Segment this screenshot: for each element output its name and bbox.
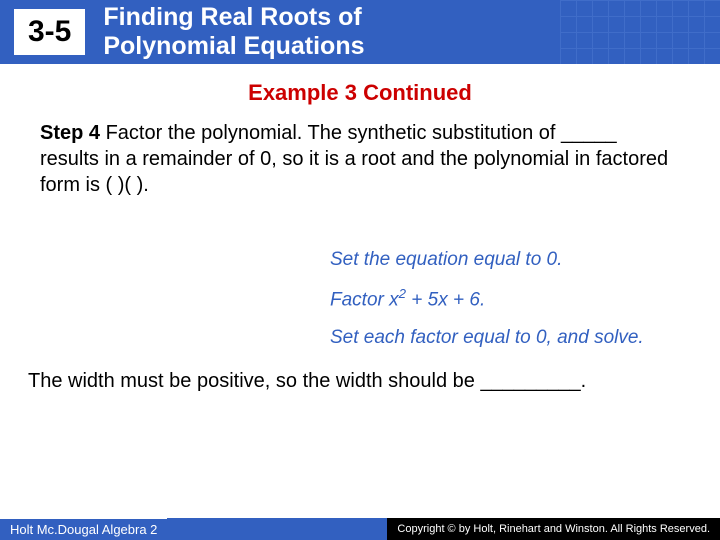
slide-title: Finding Real Roots of Polynomial Equatio… [103, 3, 364, 61]
footer-textbook-name: Holt Mc.Dougal Algebra 2 [0, 519, 167, 540]
slide-header: 3-5 Finding Real Roots of Polynomial Equ… [0, 0, 720, 64]
footer-copyright: Copyright © by Holt, Rinehart and Winsto… [387, 518, 720, 540]
title-line-1: Finding Real Roots of [103, 3, 361, 31]
hint-2: Factor x2 + 5x + 6. [330, 286, 690, 312]
header-grid-decoration [560, 0, 720, 64]
hint-2-suffix: + 5x + 6. [406, 289, 485, 310]
section-number-badge: 3-5 [14, 9, 85, 55]
step-label: Step 4 [40, 122, 100, 144]
step-body: Factor the polynomial. The synthetic sub… [40, 122, 668, 196]
title-line-2: Polynomial Equations [103, 32, 364, 60]
footer-bar [167, 518, 387, 540]
hint-2-prefix: Factor x [330, 289, 399, 310]
hint-2-exponent: 2 [399, 286, 406, 301]
conclusion-text: The width must be positive, so the width… [28, 368, 680, 394]
slide-footer: Holt Mc.Dougal Algebra 2 Copyright © by … [0, 518, 720, 540]
hint-1: Set the equation equal to 0. [330, 248, 690, 272]
example-heading: Example 3 Continued [0, 80, 720, 106]
step-paragraph: Step 4 Factor the polynomial. The synthe… [40, 120, 680, 198]
hints-block: Set the equation equal to 0. Factor x2 +… [330, 248, 690, 350]
hint-3: Set each factor equal to 0, and solve. [330, 326, 690, 350]
